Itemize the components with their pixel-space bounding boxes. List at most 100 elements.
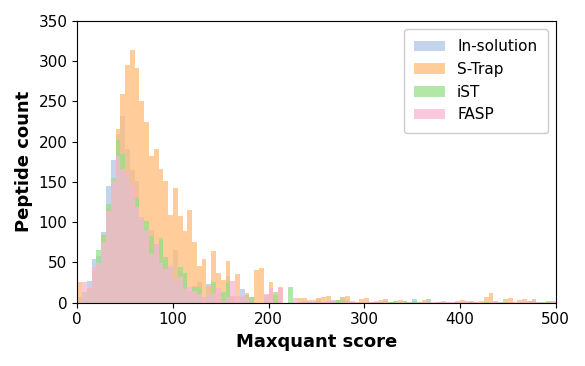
Bar (273, 299, 278, 303)
Bar (144, 230, 149, 303)
Bar (355, 302, 359, 303)
Bar (226, 261, 230, 303)
Bar (340, 297, 345, 303)
Bar (522, 302, 527, 303)
Bar (374, 302, 378, 303)
Bar (312, 300, 316, 303)
Bar (517, 300, 522, 303)
Bar (106, 210, 111, 303)
Bar (135, 207, 139, 303)
Bar (493, 301, 498, 303)
Bar (149, 236, 154, 303)
Bar (264, 298, 269, 303)
Bar (546, 300, 551, 303)
Bar (183, 231, 187, 303)
Bar (527, 300, 532, 303)
Bar (197, 294, 202, 303)
Bar (278, 288, 283, 303)
Bar (498, 302, 503, 303)
Bar (297, 302, 302, 303)
Bar (474, 302, 479, 303)
Bar (187, 291, 192, 303)
Bar (551, 302, 556, 303)
Bar (474, 302, 479, 303)
Bar (207, 284, 211, 303)
Bar (532, 299, 536, 303)
Bar (326, 301, 331, 303)
Bar (336, 300, 340, 303)
Bar (163, 257, 168, 303)
Bar (355, 302, 359, 303)
Bar (316, 298, 321, 303)
Bar (508, 302, 512, 303)
Bar (532, 302, 536, 303)
Bar (111, 199, 116, 303)
Bar (503, 302, 508, 303)
Bar (522, 299, 527, 303)
Bar (111, 182, 116, 303)
Bar (436, 302, 441, 303)
Bar (345, 296, 350, 303)
Bar (144, 221, 149, 303)
Bar (264, 295, 269, 303)
Bar (498, 302, 503, 303)
Bar (202, 259, 207, 303)
Bar (336, 300, 340, 303)
Bar (527, 301, 532, 303)
Bar (130, 49, 135, 303)
Bar (316, 301, 321, 303)
Bar (125, 174, 130, 303)
Bar (464, 302, 470, 303)
Bar (178, 277, 183, 303)
Bar (211, 296, 216, 303)
Bar (97, 263, 101, 303)
Bar (316, 302, 321, 303)
Bar (125, 149, 130, 303)
Bar (307, 302, 312, 303)
Bar (230, 297, 235, 303)
Bar (245, 295, 249, 303)
Bar (97, 256, 101, 303)
Bar (226, 282, 230, 303)
Bar (183, 273, 187, 303)
Bar (422, 299, 426, 303)
Bar (484, 297, 488, 303)
Bar (436, 302, 441, 303)
Bar (512, 302, 517, 303)
Bar (331, 300, 336, 303)
Bar (116, 134, 121, 303)
Bar (288, 287, 292, 303)
Bar (326, 302, 331, 303)
Bar (455, 302, 460, 303)
Bar (278, 302, 283, 303)
Bar (378, 302, 383, 303)
Bar (106, 204, 111, 303)
Bar (207, 287, 211, 303)
Bar (426, 300, 431, 303)
Bar (378, 300, 383, 303)
Bar (407, 302, 412, 303)
Bar (273, 292, 278, 303)
Bar (407, 302, 412, 303)
Bar (154, 247, 159, 303)
Bar (221, 302, 226, 303)
Bar (230, 281, 235, 303)
Bar (249, 297, 254, 303)
Bar (532, 302, 536, 303)
Bar (139, 217, 144, 303)
Bar (240, 296, 245, 303)
Bar (488, 302, 493, 303)
Bar (264, 300, 269, 303)
Bar (130, 170, 135, 303)
Bar (464, 301, 470, 303)
Bar (388, 302, 393, 303)
Bar (359, 299, 364, 303)
Bar (116, 156, 121, 303)
Bar (216, 273, 221, 303)
Bar (163, 269, 168, 303)
Bar (240, 297, 245, 303)
Bar (369, 302, 374, 303)
Bar (546, 302, 551, 303)
Bar (508, 298, 512, 303)
Bar (216, 288, 221, 303)
